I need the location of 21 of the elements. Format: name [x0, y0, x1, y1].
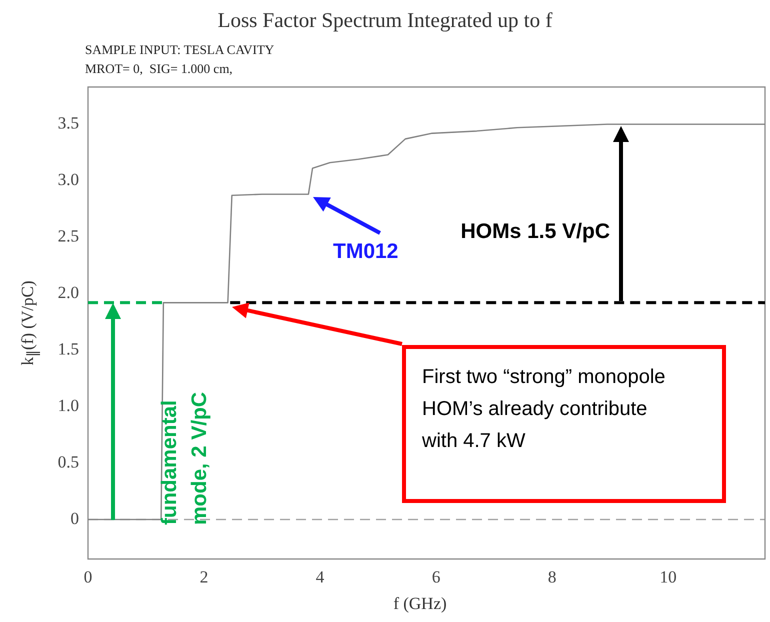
x-tick-label: 0	[84, 568, 92, 587]
x-tick-label: 2	[200, 568, 208, 587]
y-tick-label: 0	[70, 508, 79, 528]
x-tick-label: 10	[660, 568, 677, 587]
y-tick-label: 2.0	[58, 283, 79, 302]
x-tick-label: 6	[432, 568, 440, 587]
x-axis-title: f (GHz)	[392, 594, 448, 614]
y-tick-label: 1.5	[58, 340, 79, 359]
annotation: TM012	[333, 240, 398, 264]
y-tick-label: 3.5	[58, 114, 79, 133]
x-tick-label: 4	[316, 568, 325, 587]
annotation: First two “strong” monopole HOM’s already contribute with 4.7 kW	[422, 365, 666, 454]
x-tick-label: 8	[548, 568, 556, 587]
annotation: fundamental mode, 2 V/pC	[157, 390, 212, 525]
y-tick-label: 1.0	[58, 396, 79, 416]
y-tick-label: 0.5	[58, 452, 79, 472]
annotation: HOMs 1.5 V/pC	[460, 220, 610, 244]
chart-subtitle: SAMPLE INPUT: TESLA CAVITY MROT= 0, SIG= 1.000 cm,	[85, 41, 274, 78]
y-tick-label: 3.0	[58, 170, 79, 190]
chart-title: Loss Factor Spectrum Integrated up to f	[216, 8, 554, 33]
y-tick-label: 2.5	[58, 226, 79, 246]
